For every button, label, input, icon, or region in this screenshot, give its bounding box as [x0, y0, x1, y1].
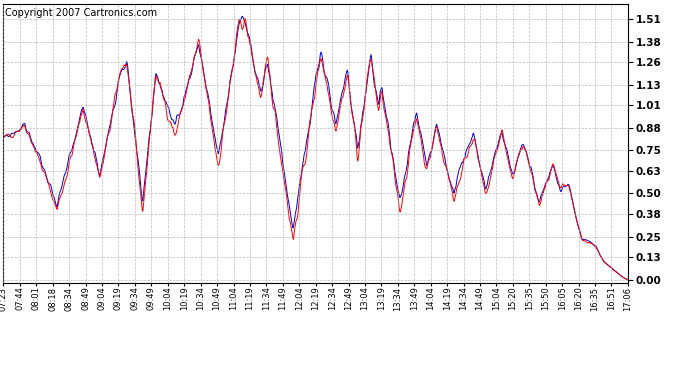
Text: Copyright 2007 Cartronics.com: Copyright 2007 Cartronics.com	[6, 8, 157, 18]
Text: West Array Current (red)/East Array Current (blue) (DC Amps) Mon Oct 22 17:28: West Array Current (red)/East Array Curr…	[14, 12, 676, 27]
